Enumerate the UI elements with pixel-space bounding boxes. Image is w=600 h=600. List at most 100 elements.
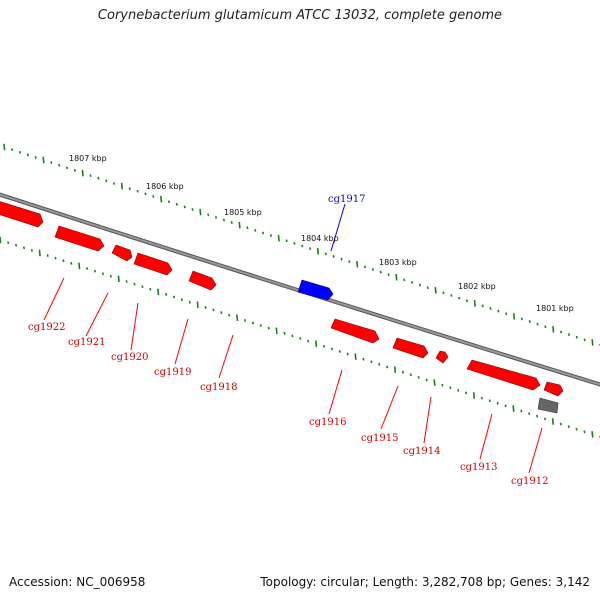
inner-tick	[125, 280, 128, 283]
inner-tick	[62, 259, 65, 263]
kbp-label-1801: 1801 kbp	[536, 304, 574, 313]
inner-tick	[496, 401, 499, 405]
inner-tick	[15, 243, 18, 247]
inner-tick	[488, 399, 491, 403]
inner-tick	[188, 300, 191, 304]
outer-tick	[348, 260, 351, 264]
inner-tick	[93, 269, 97, 273]
gene-label-cg1920[interactable]: cg1920	[111, 352, 148, 363]
gene-arrow-cg1914[interactable]	[435, 350, 449, 364]
inner-tick	[322, 344, 326, 348]
inner-tick	[551, 418, 555, 425]
outer-tick	[387, 273, 390, 277]
outer-tick	[58, 163, 61, 167]
outer-tick	[356, 260, 359, 268]
gene-label-cg1919[interactable]: cg1919	[154, 367, 191, 378]
outer-tick	[567, 333, 571, 336]
gene-arrow-cg1915[interactable]	[392, 337, 429, 359]
outer-tick	[207, 213, 210, 217]
kbp-label-1802: 1802 kbp	[458, 282, 496, 291]
inner-tick	[165, 293, 168, 296]
other-feature-block[interactable]	[537, 397, 559, 414]
outer-tick	[293, 242, 296, 245]
gene-arrow-cg1913[interactable]	[466, 359, 541, 391]
inner-tick	[46, 254, 49, 257]
inner-tick	[314, 340, 318, 347]
outer-tick	[199, 208, 202, 216]
label-line-cg1913	[479, 413, 493, 460]
inner-tick	[307, 339, 310, 343]
inner-tick	[591, 431, 594, 438]
inner-tick	[78, 262, 81, 270]
inner-tick	[243, 318, 247, 322]
label-line-cg1914	[423, 396, 432, 444]
gene-label-cg1915[interactable]: cg1915	[361, 433, 398, 444]
gene-arrow-cg1922[interactable]	[0, 200, 44, 228]
gene-label-cg1921[interactable]: cg1921	[68, 337, 105, 348]
gene-arrow-cg1920[interactable]	[111, 244, 133, 262]
outer-tick	[230, 221, 233, 224]
inner-tick	[338, 350, 341, 353]
outer-tick	[473, 300, 476, 307]
gene-label-cg1914[interactable]: cg1914	[403, 446, 440, 457]
inner-tick	[512, 405, 515, 412]
gene-label-cg1922[interactable]: cg1922	[28, 322, 65, 333]
inner-tick	[275, 327, 278, 334]
outer-tick	[301, 244, 304, 248]
outer-tick	[262, 231, 265, 235]
gene-arrow-cg1918[interactable]	[188, 270, 217, 291]
outer-tick	[520, 317, 523, 321]
gene-label-cg1917[interactable]: cg1917	[328, 194, 365, 205]
inner-tick	[457, 388, 460, 392]
outer-tick	[536, 322, 539, 326]
inner-tick	[433, 379, 436, 386]
outer-tick	[238, 221, 241, 229]
outer-tick	[458, 296, 461, 300]
outer-tick	[50, 161, 53, 165]
gene-label-cg1912[interactable]: cg1912	[511, 476, 548, 487]
outer-tick	[465, 299, 469, 303]
kbp-label-1807: 1807 kbp	[69, 154, 107, 163]
gene-label-cg1913[interactable]: cg1913	[460, 462, 497, 473]
inner-tick	[520, 409, 523, 413]
inner-tick	[180, 298, 183, 302]
outer-tick	[222, 218, 225, 222]
outer-tick	[497, 309, 500, 313]
inner-tick	[559, 422, 562, 426]
gene-arrow-cg1921[interactable]	[54, 225, 105, 252]
inner-tick	[536, 414, 539, 418]
label-line-cg1912	[528, 427, 543, 474]
gene-label-cg1916[interactable]: cg1916	[309, 417, 346, 428]
gene-arrow-cg1912[interactable]	[543, 381, 564, 397]
inner-tick	[236, 314, 239, 322]
outer-tick	[254, 228, 257, 232]
outer-tick	[591, 339, 594, 346]
gene-arrow-cg1919[interactable]	[133, 252, 173, 276]
outer-tick	[160, 195, 163, 203]
outer-tick	[97, 176, 100, 180]
outer-tick	[316, 247, 320, 255]
inner-tick	[283, 331, 286, 335]
outer-tick	[269, 234, 273, 237]
outer-tick	[73, 169, 76, 172]
outer-tick	[120, 182, 124, 190]
inner-tick	[7, 241, 10, 244]
outer-tick	[11, 148, 14, 151]
kbp-label-1805: 1805 kbp	[224, 208, 262, 217]
gene-arrow-cg1917[interactable]	[297, 279, 334, 301]
gene-arrow-cg1916[interactable]	[330, 318, 380, 344]
gene-label-cg1918[interactable]: cg1918	[200, 382, 237, 393]
inner-tick	[109, 274, 112, 278]
outer-tick	[583, 338, 586, 342]
outer-tick	[191, 208, 194, 211]
outer-tick	[379, 270, 382, 274]
inner-tick	[54, 256, 57, 260]
outer-tick	[560, 330, 563, 334]
outer-tick	[426, 286, 429, 290]
label-line-cg1920	[130, 302, 139, 351]
inner-tick	[346, 352, 349, 356]
outer-tick	[167, 200, 171, 204]
outer-tick	[528, 320, 531, 323]
outer-tick	[34, 156, 37, 159]
